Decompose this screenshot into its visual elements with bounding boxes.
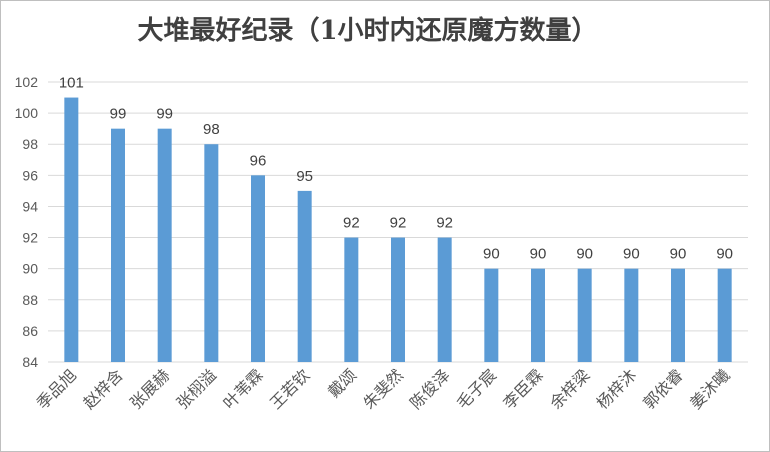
data-label: 101 — [59, 75, 84, 92]
y-axis-ticks: 84 86 88 90 92 94 96 98 100 102 — [15, 74, 39, 370]
bar — [624, 268, 639, 362]
bar — [717, 268, 732, 362]
bar — [437, 237, 452, 362]
bar — [204, 144, 219, 362]
data-label: 99 — [110, 106, 127, 123]
bar — [157, 128, 172, 362]
bar — [671, 268, 685, 362]
y-tick-label: 90 — [22, 261, 38, 277]
category-label: 张展赫 — [126, 365, 173, 412]
x-axis-categories: 季品旭 赵梓含 张展赫 张栩溢 叶苇霖 王若钦 戴颂 朱斐然 陈俊泽 毛子宸 李臣霖 余梓梁 杨梓沐 郭依… — [33, 365, 734, 412]
y-tick-label: 84 — [22, 354, 38, 370]
data-label: 90 — [623, 246, 640, 263]
data-label: 90 — [530, 246, 547, 263]
bar — [391, 237, 405, 362]
category-label: 姜沐曦 — [686, 365, 733, 412]
data-label: 98 — [203, 121, 220, 138]
data-label: 92 — [343, 215, 360, 232]
category-label: 季品旭 — [33, 365, 80, 412]
data-label: 96 — [250, 152, 267, 169]
data-label: 90 — [576, 246, 593, 263]
bar — [64, 97, 79, 363]
y-tick-label: 98 — [22, 136, 38, 152]
y-tick-label: 102 — [15, 74, 39, 90]
data-label: 90 — [670, 246, 687, 263]
bar — [297, 190, 312, 362]
y-tick-label: 88 — [22, 292, 38, 308]
category-label: 戴颂 — [324, 365, 360, 401]
category-label: 朱斐然 — [359, 365, 406, 412]
y-tick-label: 100 — [15, 105, 39, 121]
y-tick-label: 94 — [22, 198, 38, 214]
bar — [111, 128, 125, 362]
category-label: 叶苇霖 — [219, 365, 266, 412]
chart-title: 大堆最好纪录（1小时内还原魔方数量） — [137, 16, 598, 46]
bar — [577, 268, 592, 362]
data-labels: 101 99 99 98 96 95 92 92 92 90 90 90 90 90 90 — [59, 75, 733, 263]
category-label: 郭依睿 — [639, 365, 686, 412]
category-label: 张栩溢 — [173, 365, 220, 412]
category-label: 王若钦 — [266, 365, 313, 412]
bar — [344, 237, 359, 362]
bar — [251, 175, 265, 362]
data-label: 92 — [390, 215, 407, 232]
data-label: 92 — [436, 215, 453, 232]
y-tick-label: 86 — [22, 323, 38, 339]
category-label: 赵梓含 — [79, 365, 126, 412]
y-tick-label: 96 — [22, 167, 38, 183]
data-label: 95 — [296, 168, 313, 185]
data-label: 90 — [716, 246, 733, 263]
bar — [484, 268, 499, 362]
y-tick-label: 92 — [22, 230, 38, 246]
category-label: 李臣霖 — [499, 365, 546, 412]
category-label: 陈俊泽 — [406, 365, 453, 412]
category-label: 毛子宸 — [453, 365, 500, 412]
bar — [531, 268, 545, 362]
category-label: 杨梓沐 — [593, 365, 640, 412]
category-label: 余梓梁 — [546, 365, 593, 412]
bars — [64, 97, 732, 363]
data-label: 90 — [483, 246, 500, 263]
data-label: 99 — [156, 106, 173, 123]
